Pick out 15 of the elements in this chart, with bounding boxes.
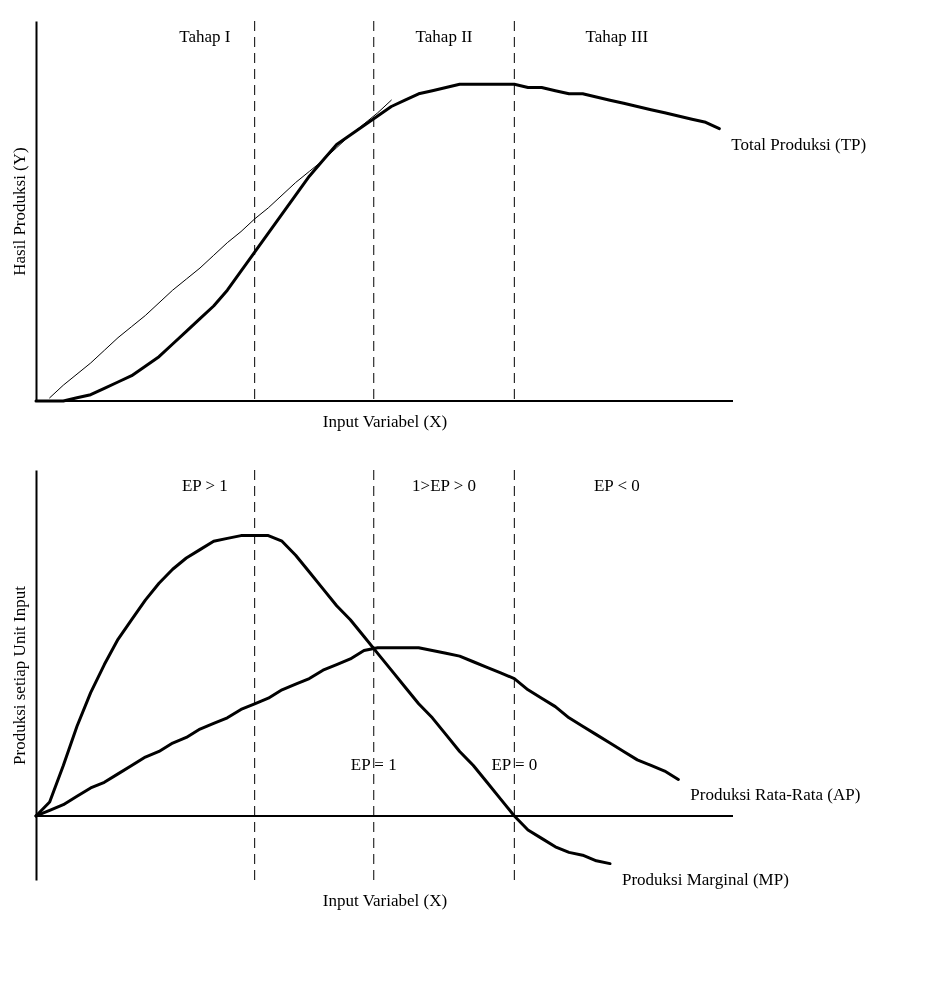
text: 1>EP > 0 bbox=[412, 476, 476, 495]
annotation: EP = 0 bbox=[491, 755, 538, 775]
text: EP > 1 bbox=[181, 476, 228, 495]
text: Tahap III bbox=[585, 27, 649, 46]
annotation: EP = 1 bbox=[350, 755, 397, 775]
x-axis-title: Input Variabel (X) bbox=[322, 890, 448, 910]
series-label: Produksi Marginal (MP) bbox=[622, 869, 789, 889]
series-label: Total Produksi (TP) bbox=[731, 134, 867, 154]
text: Tahap II bbox=[415, 27, 473, 46]
text: EP < 0 bbox=[593, 476, 640, 495]
x-axis-title: Input Variabel (X) bbox=[322, 411, 448, 431]
y-axis-title: Hasil Produksi (Y) bbox=[9, 147, 29, 276]
text: Tahap I bbox=[179, 27, 231, 46]
y-axis-title: Produksi setiap Unit Input bbox=[9, 585, 29, 765]
series-label: Produksi Rata-Rata (AP) bbox=[690, 785, 861, 805]
